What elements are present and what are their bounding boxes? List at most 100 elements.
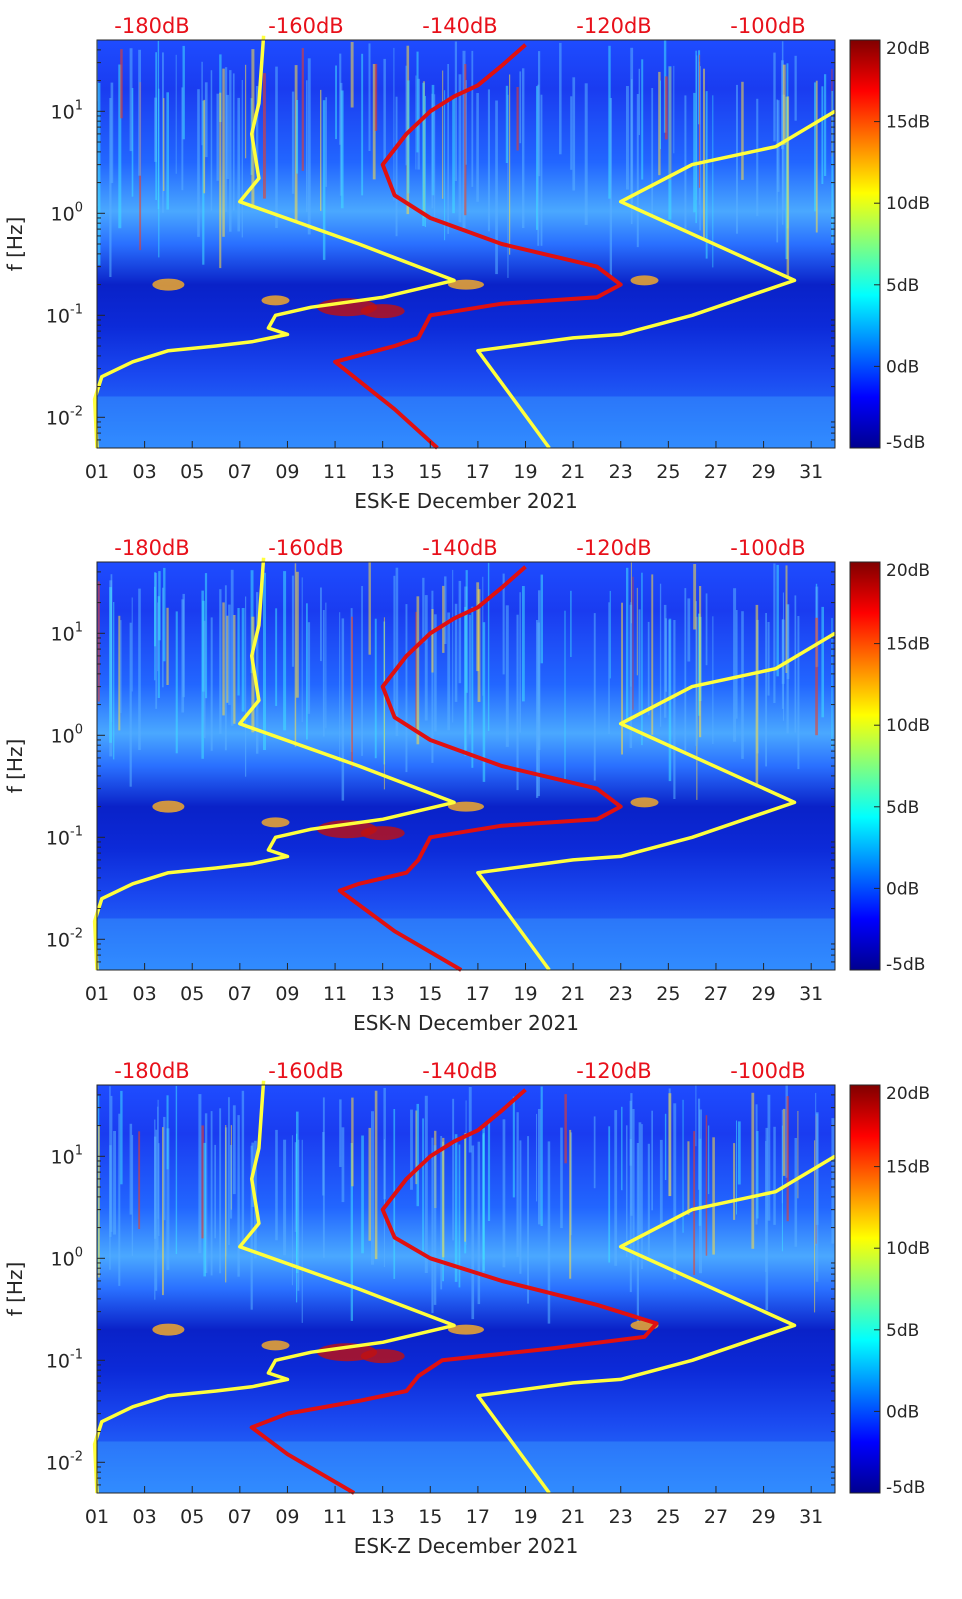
spectrogram-streak	[340, 90, 344, 209]
spectrogram-streak	[593, 1116, 596, 1189]
spectrogram-streak	[297, 1139, 300, 1291]
spectrogram-streak	[505, 605, 509, 747]
spectrogram-streak	[668, 66, 672, 220]
spectrogram-streak	[158, 1143, 160, 1236]
spectrogram-streak	[584, 83, 588, 225]
y-tick-label: 10-1	[46, 302, 83, 327]
x-tick-label: 15	[418, 461, 442, 483]
spectrogram-streak	[516, 1112, 519, 1257]
spectrogram-streak	[291, 575, 294, 667]
colorbar-tick-label: 15dB	[886, 113, 930, 133]
spectrogram-streak	[224, 585, 227, 751]
spectrogram-streak	[120, 620, 122, 713]
spectrogram-streak	[831, 91, 834, 245]
spectrogram-streak	[434, 614, 437, 732]
spectrogram-streak	[204, 1113, 208, 1273]
spectrogram-streak	[301, 48, 304, 171]
spectrogram-streak	[182, 593, 185, 698]
spectrogram-streak	[306, 80, 308, 213]
spectrogram-streak	[163, 1116, 166, 1221]
x-axis-label: ESK-Z December 2021	[354, 1534, 579, 1558]
x-tick-label: 01	[85, 1506, 109, 1528]
spectrogram-streak	[158, 571, 161, 641]
spectrogram-streak	[154, 1136, 157, 1239]
spectrogram-streak	[636, 1143, 639, 1322]
spectrogram-streak	[786, 604, 790, 680]
spectrogram-streak	[118, 615, 121, 731]
spectrogram-streak	[237, 97, 240, 232]
spectrogram-streak	[626, 1125, 628, 1258]
spectrogram-streak	[110, 82, 114, 184]
spectrogram-streak	[129, 622, 132, 787]
spectrogram-streak	[383, 617, 385, 790]
spectrogram-streak	[814, 82, 817, 212]
x-tick-label: 05	[180, 461, 204, 483]
y-axis-label: f [Hz]	[3, 1262, 27, 1317]
top-db-label: -160dB	[268, 1059, 343, 1083]
y-tick-label: 101	[51, 1143, 83, 1168]
spectrogram-streak	[781, 94, 785, 211]
spectrogram-streak	[630, 47, 634, 204]
colorbar-tick-label: 10dB	[886, 1239, 930, 1259]
x-tick-label: 09	[275, 1506, 299, 1528]
yellow-curve-1	[92, 35, 456, 449]
top-db-label: -120dB	[576, 536, 651, 560]
top-db-label: -140dB	[422, 536, 497, 560]
spectrogram-streak	[756, 98, 759, 217]
spectrogram-streak	[519, 1140, 522, 1274]
spectrogram-streak	[229, 70, 232, 232]
spectrogram-streak	[452, 95, 455, 214]
spectrogram-streak	[241, 80, 243, 238]
y-tick-label: 10-2	[46, 1449, 83, 1474]
spectrogram-streak	[593, 613, 596, 781]
spectrogram-streak	[416, 51, 419, 153]
spectrogram-streak	[781, 1109, 783, 1204]
red-curve	[333, 43, 623, 450]
spectrogram-streak	[155, 52, 157, 201]
spectrogram-streak	[210, 1111, 213, 1276]
spectrogram-streak	[307, 622, 311, 714]
spectrogram-streak	[693, 564, 697, 630]
x-tick-label: 31	[799, 983, 823, 1005]
top-db-label: -180dB	[114, 14, 189, 38]
colorbar-tick-label: 10dB	[886, 194, 930, 214]
spectrogram-streak	[794, 55, 797, 121]
spectrogram-streak	[782, 592, 784, 721]
spectrogram-streak	[476, 93, 479, 202]
spectrogram-streak	[636, 94, 639, 248]
spectrogram-streak	[138, 49, 141, 176]
spectrogram-streak	[462, 50, 466, 228]
spectrogram-streak	[368, 562, 371, 655]
spectrogram-streak	[442, 70, 444, 199]
x-tick-label: 15	[418, 983, 442, 1005]
spectrogram-streak	[361, 53, 364, 196]
x-tick-label: 29	[751, 983, 775, 1005]
spectrogram-streak	[97, 82, 101, 266]
x-tick-label: 05	[180, 1506, 204, 1528]
spectrogram-streak	[442, 585, 445, 653]
yellow-curve-1	[92, 1080, 456, 1494]
spectrogram-streak	[527, 1136, 529, 1304]
spectrogram-streak	[368, 1127, 371, 1241]
spectrogram-streak	[226, 94, 229, 179]
x-tick-label: 11	[323, 461, 347, 483]
x-tick-label: 09	[275, 461, 299, 483]
spectrogram-streak	[755, 604, 759, 788]
colorbar-tick-label: 20dB	[886, 39, 930, 59]
spectrogram-streak	[522, 586, 525, 702]
spectrogram-streak	[815, 617, 818, 736]
spectrogram-streak	[155, 572, 158, 709]
x-tick-label: 21	[561, 461, 585, 483]
spectrogram-streak	[129, 1123, 133, 1215]
spectrogram-streak	[113, 1131, 116, 1235]
spectrogram-streak	[383, 1139, 385, 1267]
spectrogram-hotspot	[448, 801, 484, 812]
spectrogram-streak	[570, 590, 572, 657]
spectrogram-streak	[705, 1115, 708, 1256]
colorbar-tick-label: 15dB	[886, 635, 930, 655]
spectrogram-streak	[166, 1095, 169, 1170]
spectrogram-streak	[471, 1145, 475, 1320]
spectrogram-streak	[162, 587, 164, 688]
spectrogram-streak	[776, 99, 779, 243]
